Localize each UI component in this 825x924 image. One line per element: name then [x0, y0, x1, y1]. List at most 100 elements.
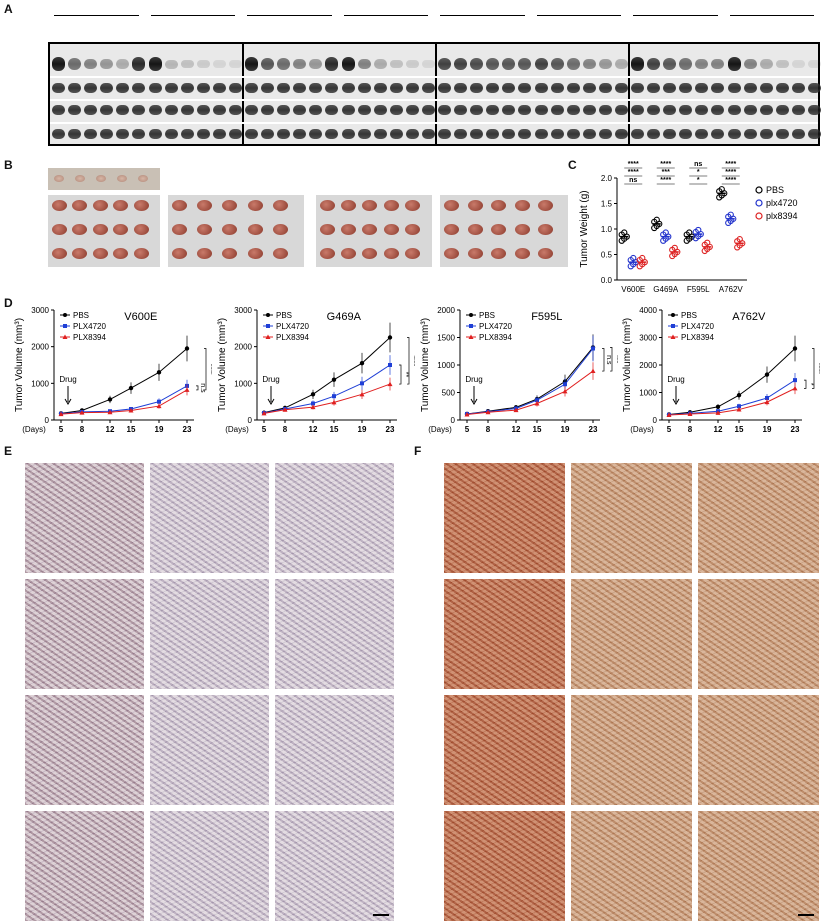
- blot-band: [470, 83, 484, 93]
- y-tick-label: 0: [451, 416, 456, 425]
- drug-group-underline: [729, 15, 814, 16]
- blot-band: [245, 83, 259, 93]
- legend-label: PLX8394: [276, 333, 309, 342]
- data-point: [737, 404, 741, 409]
- data-point: [621, 229, 628, 236]
- tumor-volume-chart: 0 1000 2000 3000 5 8 12 15 19 23 (Days) Tumor Volum…: [217, 306, 415, 434]
- blot-band: [470, 129, 484, 139]
- legend-label: PLX8394: [73, 333, 106, 342]
- blot-band: [518, 129, 532, 139]
- tumor-specimen: [362, 200, 378, 211]
- significance-label: ****: [725, 177, 736, 184]
- y-tick-label: 0.0: [601, 276, 613, 285]
- ihc-micrograph: [697, 694, 820, 806]
- blot-band: [791, 83, 805, 93]
- y-tick-label: 0: [653, 416, 658, 425]
- blot-band: [132, 57, 146, 71]
- blot-band: [132, 83, 146, 93]
- blot-divider: [242, 44, 244, 144]
- blot-band: [100, 83, 114, 93]
- significance-bracket: [399, 364, 402, 385]
- series-line: [668, 379, 796, 416]
- blot-band: [775, 129, 789, 139]
- ihc-micrograph: [149, 810, 270, 922]
- chart-title: V600E: [124, 311, 157, 323]
- tumor-specimen: [514, 200, 530, 211]
- significance-bracket: [610, 347, 613, 372]
- tumor-specimen: [320, 248, 335, 259]
- y-axis-label: Tumor Volume (mm³): [420, 318, 431, 412]
- tumor-specimen: [75, 175, 85, 182]
- blot-band: [582, 83, 596, 93]
- blot-band: [180, 59, 194, 69]
- tumor-volume-chart: 0 500 1000 1500 2000 5 8 12 15 19 23 (Days) Tumor Vo…: [420, 306, 618, 434]
- blot-band: [245, 56, 259, 72]
- legend-marker: [755, 186, 763, 194]
- tumor-specimen: [444, 224, 459, 235]
- blot-band: [293, 105, 307, 115]
- blot-band: [695, 129, 709, 139]
- y-tick-label: 1000: [234, 379, 252, 388]
- ihc-micrograph: [570, 462, 693, 574]
- y-tick-label: 4000: [639, 306, 657, 315]
- blot-band: [614, 83, 628, 93]
- legend-marker: [63, 313, 67, 317]
- legend-label: PBS: [681, 311, 697, 320]
- blot-band: [711, 105, 725, 115]
- data-point: [736, 236, 743, 243]
- tumor-specimen: [404, 200, 420, 211]
- blot-band: [550, 83, 564, 93]
- blot-band: [389, 105, 403, 115]
- blot-band: [438, 129, 452, 139]
- data-point: [590, 368, 596, 374]
- tumor-volume-chart: 0 1000 2000 3000 5 8 12 15 19 23 (Days) Tumor Volum…: [14, 306, 212, 434]
- ihc-micrograph: [24, 810, 145, 922]
- tumor-specimen: [362, 224, 378, 235]
- y-axis-label: Tumor Volume (mm³): [14, 318, 25, 412]
- x-axis-unit: (Days): [630, 425, 654, 434]
- y-tick-label: 2000: [234, 343, 252, 352]
- blot-band: [502, 105, 516, 115]
- blot-band: [550, 57, 564, 71]
- tumor-photo-group: [168, 195, 304, 267]
- legend-marker: [755, 199, 763, 207]
- legend-label: PBS: [276, 311, 292, 320]
- row-separator: [50, 122, 818, 124]
- legend-marker: [63, 324, 67, 328]
- blot-band: [132, 105, 146, 115]
- blot-band: [534, 57, 548, 71]
- ihc-micrograph: [274, 578, 395, 690]
- tumor-specimen: [404, 248, 420, 259]
- blot-band: [309, 105, 323, 115]
- significance-label: ***: [662, 169, 670, 176]
- data-point: [359, 391, 365, 397]
- data-point: [534, 401, 540, 406]
- legend-label: plx4720: [766, 198, 798, 208]
- significance-bracket: [204, 348, 207, 391]
- data-point: [765, 396, 769, 400]
- blot-band: [100, 105, 114, 115]
- ihc-micrograph: [149, 462, 270, 574]
- blot-band: [228, 83, 242, 93]
- x-tick-label: 8: [80, 425, 85, 434]
- drug-group-underline: [343, 15, 428, 16]
- tumor-specimen: [54, 175, 64, 182]
- blot-band: [100, 58, 114, 70]
- blot-band: [164, 129, 178, 139]
- blot-band: [52, 129, 66, 139]
- blot-band: [68, 105, 82, 115]
- series-line: [263, 383, 391, 414]
- ihc-micrograph: [149, 578, 270, 690]
- blot-band: [743, 129, 757, 139]
- series-line: [668, 387, 796, 416]
- tumor-specimen: [197, 224, 213, 235]
- blot-band: [502, 57, 516, 71]
- drug-label: Drug: [465, 375, 482, 384]
- blot-band: [486, 129, 500, 139]
- significance-label: ****: [660, 161, 671, 168]
- tumor-specimen: [491, 224, 507, 235]
- tumor-specimen: [467, 200, 483, 211]
- data-point: [184, 346, 190, 351]
- tumor-photo-group: [316, 195, 432, 267]
